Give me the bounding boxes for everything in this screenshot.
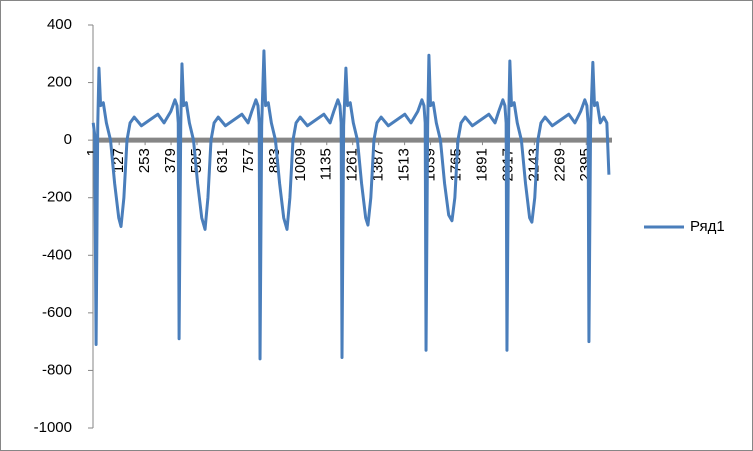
x-tick-label: 757 (240, 148, 257, 173)
legend-label: Ряд1 (690, 218, 725, 235)
y-tick-label: 0 (64, 131, 72, 148)
y-tick-label: -200 (42, 189, 72, 206)
x-tick-label: 1009 (292, 148, 309, 181)
x-tick-label: 631 (214, 148, 231, 173)
x-tick-label: 2143 (525, 148, 542, 181)
y-tick-label: 200 (47, 74, 72, 91)
x-tick-label: 883 (266, 148, 283, 173)
y-tick-label: -600 (42, 304, 72, 321)
x-tick-label: 253 (136, 148, 153, 173)
x-tick-label: 1 (84, 148, 101, 156)
x-tick-label: 1135 (318, 148, 335, 180)
series-line (91, 49, 611, 361)
x-tick-label: 379 (162, 148, 179, 173)
y-tick-label: -400 (42, 246, 72, 263)
x-tick-label: 1513 (396, 148, 413, 181)
y-tick-label: -800 (42, 361, 72, 378)
x-tick-label: 1261 (344, 148, 361, 181)
x-tick-label: 1891 (473, 148, 490, 181)
y-tick-label: -1000 (34, 419, 72, 436)
x-tick-label: 2269 (551, 148, 568, 181)
y-tick-label: 400 (47, 16, 72, 33)
